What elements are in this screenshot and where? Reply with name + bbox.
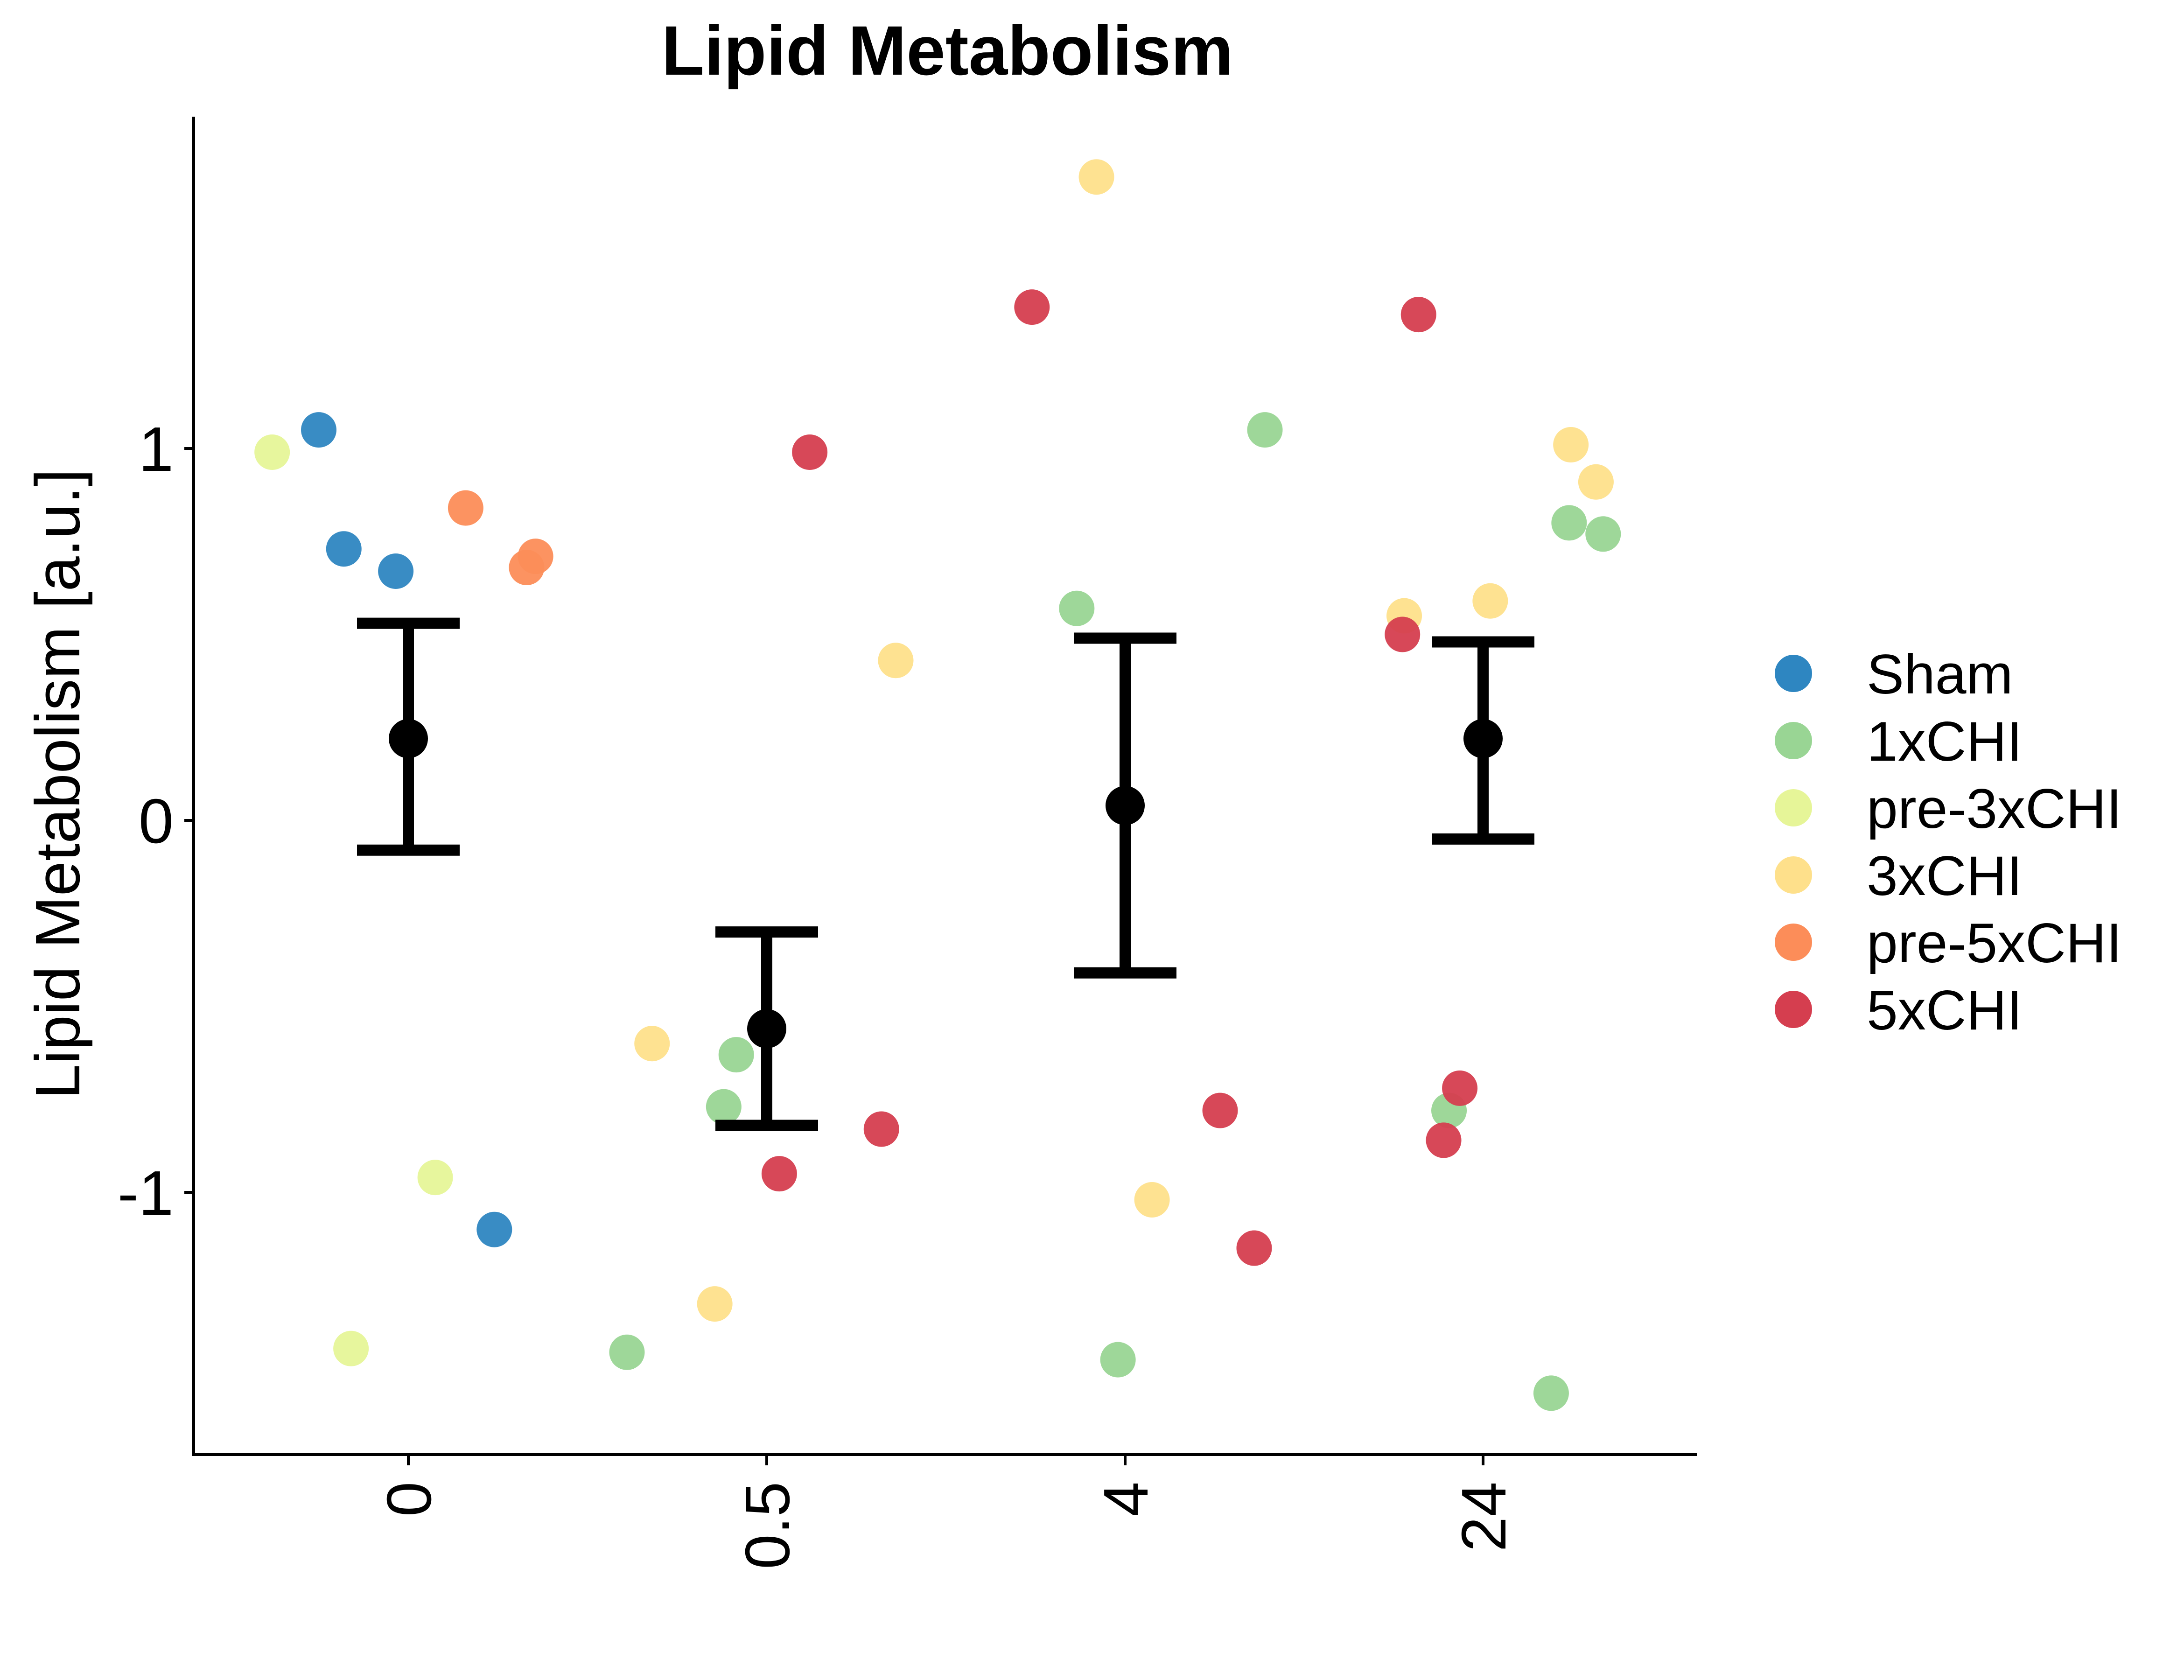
legend-label: 1xCHI xyxy=(1867,710,2022,773)
data-point-5xchi xyxy=(1385,616,1421,652)
data-point-pre-3xchi xyxy=(333,1330,369,1366)
errorbar xyxy=(1074,632,1176,979)
data-point-5xchi xyxy=(1236,1230,1272,1266)
mean-point xyxy=(1106,786,1145,826)
data-point-5xchi xyxy=(792,434,828,470)
data-point-sham xyxy=(326,531,362,567)
y-tick-label: 0 xyxy=(139,786,174,856)
mean-point xyxy=(389,719,428,758)
data-point-1xchi xyxy=(1100,1342,1136,1378)
legend-key xyxy=(1775,722,1812,759)
legend-key xyxy=(1775,789,1812,826)
data-point-3xchi xyxy=(697,1286,733,1322)
legend-key xyxy=(1775,856,1812,894)
x-tick-label: 4 xyxy=(1091,1482,1161,1517)
data-point-3xchi xyxy=(1472,583,1508,619)
data-point-3xchi xyxy=(1078,159,1114,195)
data-point-3xchi xyxy=(1553,427,1589,463)
data-point-pre-5xchi xyxy=(518,539,553,574)
legend-item: pre-5xCHI xyxy=(1775,912,2122,974)
chart-title: Lipid Metabolism xyxy=(661,11,1233,90)
data-point-3xchi xyxy=(878,643,914,679)
data-point-1xchi xyxy=(1059,590,1095,626)
y-ticks: -1 0 1 xyxy=(118,414,194,1228)
data-point-5xchi xyxy=(1202,1092,1238,1128)
data-point-5xchi xyxy=(1426,1122,1462,1158)
data-point-1xchi xyxy=(609,1334,645,1370)
legend-key xyxy=(1775,924,1812,961)
summary-errorbars xyxy=(357,617,1534,1131)
legend-key xyxy=(1775,655,1812,692)
data-point-pre-3xchi xyxy=(417,1160,453,1196)
errorbar xyxy=(357,617,460,856)
data-point-sham xyxy=(301,412,336,448)
legend-label: pre-5xCHI xyxy=(1867,912,2122,974)
data-point-1xchi xyxy=(1585,516,1621,552)
data-point-1xchi xyxy=(1551,505,1587,541)
legend-item: 1xCHI xyxy=(1775,710,2022,773)
legend-item: 3xCHI xyxy=(1775,845,2022,907)
data-point-1xchi xyxy=(1247,412,1283,448)
mean-point xyxy=(1463,719,1503,758)
legend-item: 5xCHI xyxy=(1775,979,2022,1042)
data-point-pre-3xchi xyxy=(254,434,290,470)
data-point-5xchi xyxy=(1014,289,1050,325)
data-point-3xchi xyxy=(1134,1182,1170,1218)
axes xyxy=(192,117,1697,1456)
y-axis-label: Lipid Metabolism [a.u.] xyxy=(22,469,93,1099)
data-point-3xchi xyxy=(1578,464,1614,500)
legend-item: Sham xyxy=(1775,643,2013,706)
y-tick-label: -1 xyxy=(118,1158,174,1228)
data-point-3xchi xyxy=(634,1026,670,1062)
legend-label: 3xCHI xyxy=(1867,845,2022,907)
legend-label: pre-3xCHI xyxy=(1867,777,2122,840)
legend-label: Sham xyxy=(1867,643,2013,706)
mean-point xyxy=(747,1009,786,1049)
data-point-5xchi xyxy=(1442,1070,1478,1106)
data-point-1xchi xyxy=(718,1037,754,1073)
legend-label: 5xCHI xyxy=(1867,979,2022,1042)
data-point-pre-5xchi xyxy=(448,490,483,526)
data-points xyxy=(254,159,1621,1411)
data-point-5xchi xyxy=(1400,297,1436,333)
x-ticks: 0 0.5 4 24 xyxy=(374,1455,1519,1569)
errorbar xyxy=(1432,636,1534,845)
y-tick-label: 1 xyxy=(139,414,174,484)
x-tick-label: 0 xyxy=(374,1482,444,1517)
data-point-5xchi xyxy=(761,1156,797,1192)
data-point-1xchi xyxy=(706,1089,742,1125)
data-point-sham xyxy=(378,553,414,589)
legend-item: pre-3xCHI xyxy=(1775,777,2122,840)
x-tick-label: 24 xyxy=(1449,1482,1519,1552)
data-point-5xchi xyxy=(863,1111,899,1147)
data-point-sham xyxy=(476,1211,512,1247)
legend-key xyxy=(1775,991,1812,1028)
x-tick-label: 0.5 xyxy=(732,1482,803,1569)
errorbar xyxy=(715,926,818,1131)
data-point-1xchi xyxy=(1533,1375,1569,1411)
